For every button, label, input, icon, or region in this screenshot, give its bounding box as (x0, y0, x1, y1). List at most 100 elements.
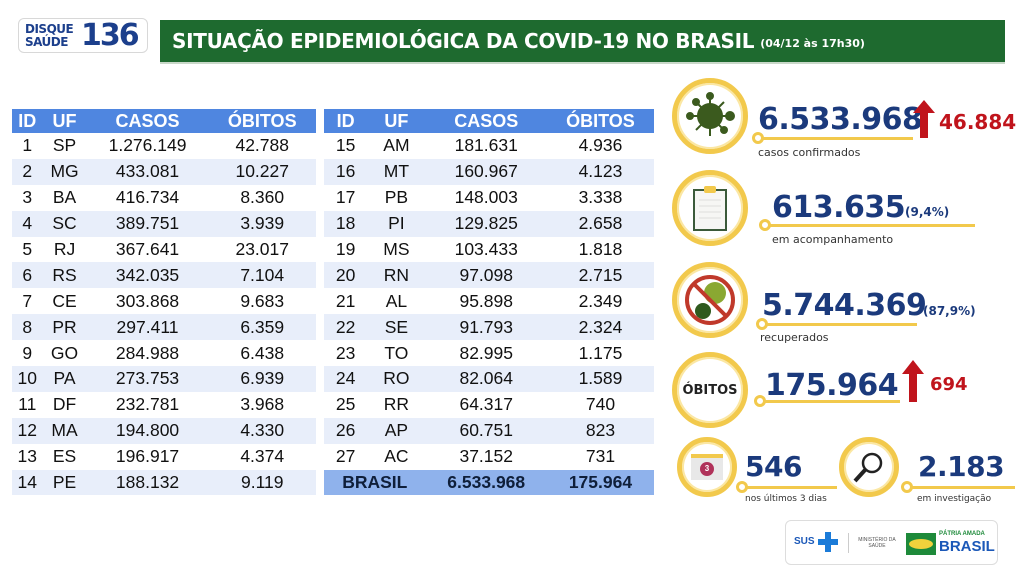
table-cell: 60.751 (425, 417, 547, 444)
table-cell: 1.276.149 (108, 135, 187, 156)
brasil-flag-icon (906, 533, 936, 555)
table-row: 17 PB 148.003 3.338 (324, 185, 654, 211)
table-row: 26 AP 60.751 823 (324, 417, 654, 444)
table-cell: MS (383, 239, 410, 259)
table-row: 12 MA 194.800 4.330 (12, 417, 316, 444)
total-casos: 6.533.968 (425, 469, 547, 496)
table-cell: 196.917 (115, 446, 180, 467)
table-cell: RR (383, 394, 410, 415)
table-cell: 64.317 (459, 394, 513, 415)
confirmed-increase: 46.884 (939, 110, 1017, 134)
table-cell: 1.589 (546, 366, 654, 392)
table-cell: 20 (324, 262, 368, 289)
table-cell: 273.753 (86, 366, 209, 392)
table-cell: MA (42, 417, 87, 444)
table-cell: 13 (17, 446, 37, 467)
no-virus-icon (672, 262, 748, 338)
table-cell: 7 (22, 290, 33, 311)
table-row: 9 GO 284.988 6.438 (12, 340, 316, 366)
recent-label: nos últimos 3 dias (745, 494, 827, 504)
arrow-up-icon (902, 360, 924, 402)
table-cell: 4.374 (240, 446, 285, 467)
title-banner: SITUAÇÃO EPIDEMIOLÓGICA DA COVID-19 NO B… (160, 20, 1005, 64)
deaths-increase: 694 (930, 374, 968, 395)
table-cell: MT (367, 158, 426, 185)
table-cell: SE (367, 314, 426, 341)
table-row: 25 RR 64.317 740 (324, 392, 654, 418)
table-row: 20 RN 97.098 2.715 (324, 262, 654, 289)
bullet (754, 395, 766, 407)
table-cell: 21 (335, 290, 356, 311)
table-cell: RS (42, 262, 87, 289)
table-cell: 4.936 (578, 135, 623, 156)
column-header: CASOS (425, 109, 547, 133)
table-row: 13 ES 196.917 4.374 (12, 444, 316, 470)
table-cell: 9.119 (208, 469, 316, 496)
table-cell: AM (383, 135, 410, 156)
table-cell: 367.641 (115, 239, 180, 259)
brasil-text: BRASIL (939, 538, 995, 555)
table-row: 22 SE 91.793 2.324 (324, 314, 654, 341)
table-cell: 6 (12, 262, 43, 289)
clipboard-icon (672, 170, 748, 246)
table-cell: 4.330 (208, 417, 316, 444)
table-cell: 10 (12, 366, 43, 392)
states-table-left: ID UF CASOS ÓBITOS 1 SP 1.276.149 42.788 2 MG 433.… (12, 109, 316, 496)
table-cell: 11 (18, 394, 37, 415)
table-cell: 6.939 (208, 366, 316, 392)
column-header: ÓBITOS (546, 109, 654, 133)
table-cell: 4.123 (546, 158, 654, 185)
table-cell: 8.360 (240, 187, 285, 208)
table-cell: PB (384, 187, 409, 208)
table-cell: 823 (546, 417, 654, 444)
table-cell: 2 (12, 158, 43, 185)
column-header: ID (324, 109, 368, 133)
table-cell: 3.338 (578, 187, 623, 208)
table-cell: 91.793 (425, 314, 547, 341)
table-row: 18 PI 129.825 2.658 (324, 210, 654, 237)
recovered-value: 5.744.369 (762, 288, 927, 323)
table-cell: AP (367, 417, 426, 444)
table-cell: 18 (324, 210, 368, 237)
table-cell: 103.433 (454, 239, 518, 259)
table-row: 1 SP 1.276.149 42.788 (12, 133, 316, 159)
table-cell: GO (50, 342, 79, 363)
patria-text: PÁTRIA AMADA (939, 531, 985, 537)
virus-icon (672, 78, 748, 154)
bullet (901, 481, 913, 493)
table-cell: 16 (324, 158, 368, 185)
table-cell: 7.104 (208, 262, 316, 289)
table-cell: 24 (324, 366, 368, 392)
table-cell: 2.658 (546, 210, 654, 237)
table-cell: AC (384, 446, 409, 467)
table-cell: 1 (22, 135, 33, 156)
table-cell: PE (42, 469, 87, 496)
table-cell: SC (42, 210, 87, 237)
table-row: 14 PE 188.132 9.119 (12, 469, 316, 496)
table-row: 3 BA 416.734 8.360 (12, 185, 316, 211)
table-cell: CE (52, 290, 77, 311)
total-label: BRASIL (324, 469, 426, 496)
table-cell: 12 (12, 417, 43, 444)
table-cell: 129.825 (425, 210, 547, 237)
table-cell: 5 (22, 239, 33, 259)
states-table-right: ID UF CASOS ÓBITOS 15 AM 181.631 4.936 16 MT 160.9… (324, 109, 654, 496)
recent-value: 546 (745, 450, 802, 483)
column-header: UF (367, 109, 426, 133)
table-cell: 9.683 (240, 290, 285, 311)
table-row: 7 CE 303.868 9.683 (12, 288, 316, 314)
table-cell: 9 (22, 342, 33, 363)
deaths-badge: ÓBITOS (672, 352, 748, 428)
bullet (736, 481, 748, 493)
table-row: 24 RO 82.064 1.589 (324, 366, 654, 392)
table-cell: 416.734 (115, 187, 180, 208)
table-cell: 3.968 (240, 394, 285, 415)
recovered-percent: (87,9%) (923, 304, 976, 318)
table-cell: SP (52, 135, 77, 156)
table-cell: 297.411 (86, 314, 209, 341)
table-cell: 4 (12, 210, 43, 237)
column-header: ÓBITOS (208, 109, 316, 133)
table-cell: RO (367, 366, 426, 392)
sus-logo: SUS (794, 536, 815, 547)
table-cell: 82.995 (459, 342, 513, 363)
